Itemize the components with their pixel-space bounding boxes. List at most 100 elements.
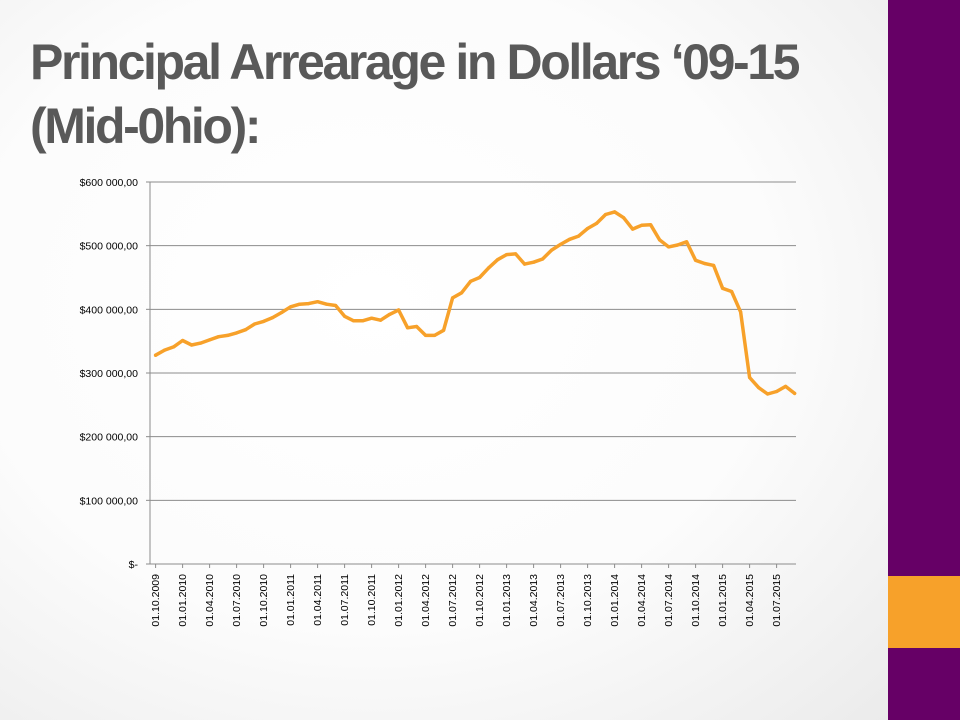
data-point bbox=[451, 296, 455, 300]
side-accent-block bbox=[888, 576, 960, 648]
data-point bbox=[289, 305, 293, 309]
y-tick-label: $200 000,00 bbox=[80, 432, 139, 444]
data-point bbox=[442, 328, 446, 332]
data-point bbox=[685, 240, 689, 244]
data-point bbox=[307, 302, 311, 306]
y-tick-label: $100 000,00 bbox=[80, 495, 139, 507]
data-point bbox=[496, 258, 500, 262]
data-point bbox=[487, 266, 491, 270]
data-point bbox=[343, 314, 347, 318]
data-point bbox=[316, 300, 320, 304]
data-point bbox=[703, 261, 707, 266]
x-tick-label: 01.04.2013 bbox=[528, 574, 540, 627]
x-tick-label: 01.10.2014 bbox=[690, 574, 702, 627]
data-point bbox=[757, 386, 761, 390]
data-point bbox=[739, 310, 743, 314]
x-tick-label: 01.01.2010 bbox=[177, 574, 189, 627]
data-point bbox=[523, 262, 527, 266]
data-point bbox=[712, 263, 716, 267]
x-tick-label: 01.10.2009 bbox=[150, 574, 162, 627]
data-point bbox=[172, 345, 176, 349]
data-point bbox=[694, 258, 698, 262]
data-point bbox=[190, 343, 194, 347]
data-point bbox=[793, 391, 797, 395]
data-point bbox=[379, 318, 383, 322]
data-point bbox=[514, 252, 518, 256]
x-tick-label: 01.10.2012 bbox=[474, 574, 486, 627]
data-point bbox=[154, 353, 158, 357]
data-point bbox=[559, 242, 563, 246]
data-point bbox=[253, 322, 257, 326]
y-tick-label: $400 000,00 bbox=[80, 304, 139, 316]
data-point bbox=[550, 248, 554, 252]
data-point bbox=[298, 302, 302, 306]
data-point bbox=[730, 289, 734, 294]
data-point bbox=[658, 238, 662, 242]
data-point bbox=[217, 335, 221, 339]
data-point bbox=[649, 223, 653, 227]
y-tick-label: $- bbox=[129, 559, 139, 571]
data-point bbox=[604, 212, 608, 217]
y-tick-label: $600 000,00 bbox=[80, 177, 139, 189]
data-point bbox=[460, 291, 464, 295]
data-point bbox=[595, 221, 599, 225]
x-tick-label: 01.01.2011 bbox=[285, 574, 297, 626]
y-axis-tick-labels: $- $100 000,00 $200 000,00 $300 000,00 $400 … bbox=[80, 177, 139, 571]
x-tick-label: 01.07.2015 bbox=[771, 574, 783, 627]
gridlines bbox=[150, 181, 796, 501]
series-layer bbox=[153, 210, 797, 396]
x-axis-tick-labels: 01.10.2009 01.01.2010 01.04.2010 01.07.2010… bbox=[150, 574, 783, 627]
data-point bbox=[667, 245, 671, 249]
data-point bbox=[721, 286, 725, 290]
data-point bbox=[613, 210, 617, 214]
data-point bbox=[424, 333, 428, 337]
data-point bbox=[766, 392, 770, 396]
data-point bbox=[181, 338, 185, 343]
data-point bbox=[415, 324, 419, 329]
series-line bbox=[153, 210, 797, 396]
slide-title-line-2: (Mid-0hio): bbox=[30, 98, 261, 154]
data-point bbox=[631, 227, 635, 231]
x-tick-label: 01.10.2010 bbox=[258, 574, 270, 627]
data-point bbox=[541, 257, 545, 261]
x-tick-label: 01.01.2013 bbox=[501, 574, 513, 627]
slide-background bbox=[0, 0, 888, 720]
x-tick-label: 01.04.2011 bbox=[312, 574, 324, 626]
data-point bbox=[532, 260, 536, 264]
x-tick-label: 01.07.2014 bbox=[663, 574, 675, 627]
x-tick-label: 01.01.2015 bbox=[717, 574, 729, 627]
data-point bbox=[505, 253, 509, 257]
data-point bbox=[352, 319, 356, 323]
x-tick-label: 01.07.2012 bbox=[447, 574, 459, 627]
x-tick-label: 01.07.2010 bbox=[231, 574, 243, 627]
data-point bbox=[640, 223, 644, 227]
y-tick-label: $500 000,00 bbox=[80, 241, 139, 253]
data-point bbox=[262, 319, 266, 323]
data-point bbox=[775, 389, 779, 394]
data-point bbox=[388, 312, 392, 316]
y-tick-label: $300 000,00 bbox=[80, 368, 139, 380]
data-point bbox=[370, 316, 374, 320]
slide-title: Principal Arrearage in Dollars ‘09-15 (M… bbox=[30, 30, 870, 158]
data-point bbox=[208, 338, 212, 342]
x-tick-label: 01.04.2014 bbox=[636, 574, 648, 627]
data-point bbox=[406, 326, 410, 330]
data-point bbox=[568, 237, 572, 241]
data-point bbox=[334, 303, 338, 308]
data-point bbox=[397, 308, 401, 312]
x-tick-label: 01.07.2011 bbox=[339, 574, 351, 626]
x-tick-label: 01.10.2013 bbox=[582, 574, 594, 627]
data-point bbox=[235, 331, 239, 335]
x-tick-label: 01.04.2010 bbox=[204, 574, 216, 627]
data-point bbox=[199, 341, 203, 345]
data-point bbox=[676, 243, 680, 247]
data-point bbox=[163, 348, 167, 352]
data-point bbox=[325, 302, 329, 306]
data-point bbox=[226, 333, 230, 337]
data-point bbox=[478, 275, 482, 280]
data-point bbox=[280, 310, 284, 315]
x-tick-label: 01.10.2011 bbox=[366, 574, 378, 626]
data-point bbox=[271, 316, 275, 320]
data-point bbox=[748, 375, 752, 380]
